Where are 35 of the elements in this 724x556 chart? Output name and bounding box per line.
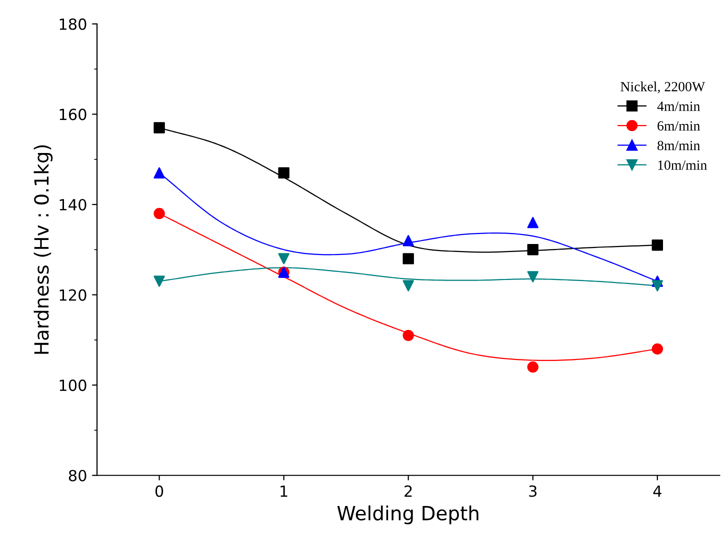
point <box>402 235 414 246</box>
y-tick-label: 120 <box>60 289 86 301</box>
point <box>278 253 290 264</box>
legend-label: 10m/min <box>658 160 707 170</box>
point <box>402 280 414 292</box>
point <box>154 167 165 178</box>
x-tick-label: 4 <box>653 486 662 497</box>
point <box>527 361 538 373</box>
point <box>154 122 165 134</box>
legend-label: 6m/min <box>658 121 700 131</box>
y-tick-label: 100 <box>60 380 86 392</box>
y-tick-label: 160 <box>60 108 86 120</box>
x-tick-label: 0 <box>155 485 164 497</box>
legend-title: Nickel, 2200W <box>620 82 706 94</box>
point <box>402 330 414 342</box>
point <box>527 216 538 228</box>
x-tick-label: 2 <box>404 485 412 497</box>
point <box>527 271 538 282</box>
y-tick-label: 180 <box>60 18 86 30</box>
y-tick-label: 140 <box>60 198 86 211</box>
point <box>402 253 414 264</box>
point <box>652 280 663 292</box>
point <box>278 167 290 178</box>
x-tick-label: 1 <box>280 486 288 497</box>
point <box>154 276 165 287</box>
legend-label: 4m/min <box>657 102 700 111</box>
point <box>652 343 663 355</box>
point <box>527 244 538 256</box>
y-axis-title: Hardness (Hv : 0.1kg) <box>34 145 53 354</box>
y-tick-label: 80 <box>68 470 86 482</box>
point <box>154 208 165 220</box>
x-tick-label: 3 <box>529 485 536 497</box>
x-axis-title: Welding Depth <box>337 505 478 524</box>
legend-label: 8m/min <box>658 140 700 150</box>
point <box>652 240 663 251</box>
